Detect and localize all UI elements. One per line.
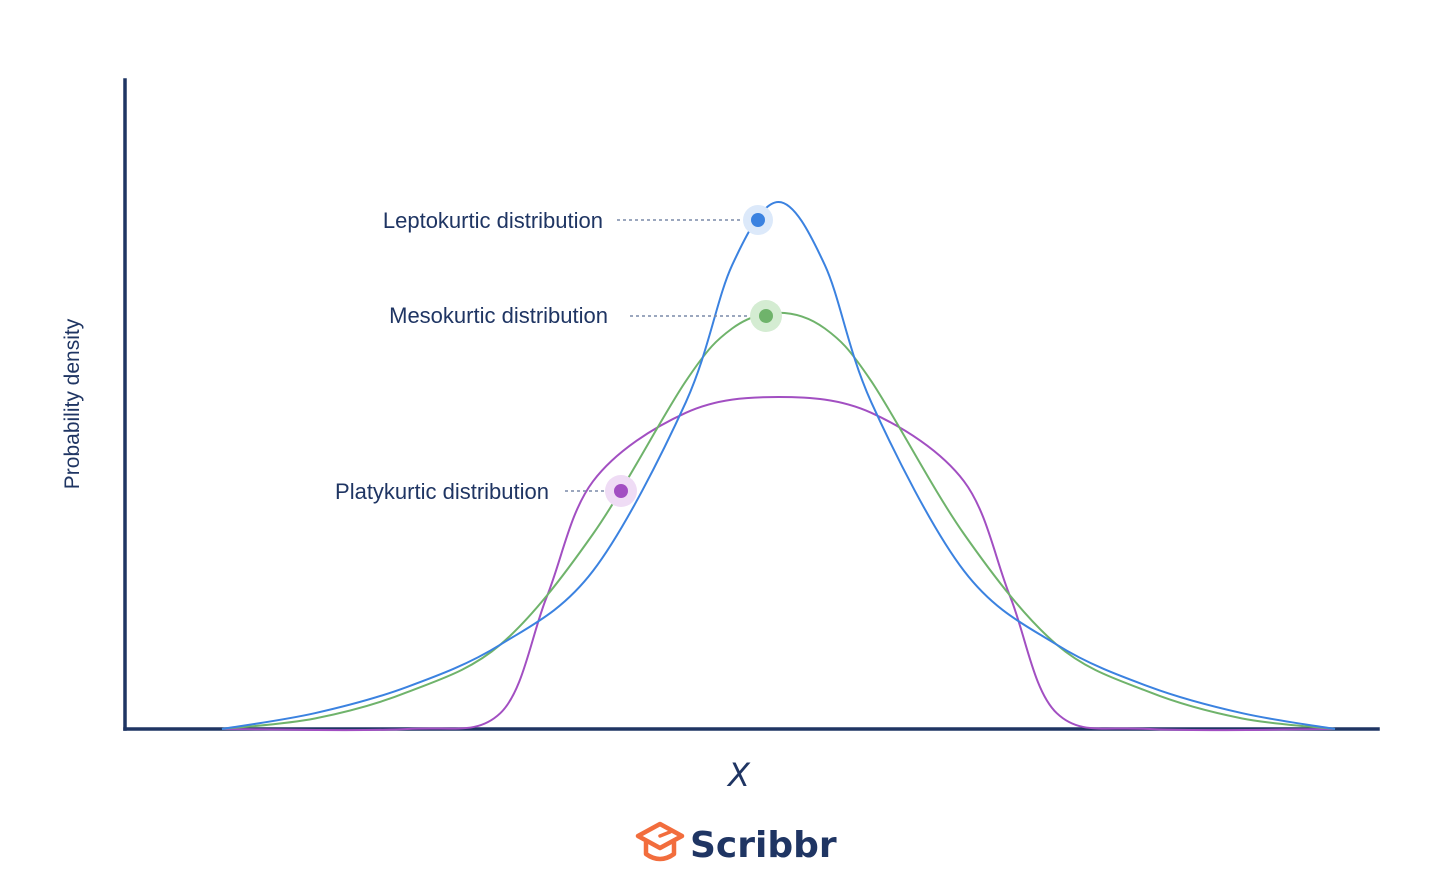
series-curve-leptokurtic xyxy=(221,200,1336,730)
scribbr-logo: Scribbr xyxy=(635,821,837,866)
point-marker-mesokurtic xyxy=(759,309,773,323)
annotation-leptokurtic: Leptokurtic distribution xyxy=(383,205,773,235)
label-platykurtic: Platykurtic distribution xyxy=(335,479,549,504)
x-axis-label: X xyxy=(726,756,751,794)
annotation-platykurtic: Platykurtic distribution xyxy=(335,475,637,507)
logo-text: Scribbr xyxy=(690,825,837,866)
point-marker-platykurtic xyxy=(614,484,628,498)
series-curve-platykurtic xyxy=(221,395,1336,732)
graduation-cap-icon xyxy=(635,821,685,862)
series-curve-mesokurtic xyxy=(221,311,1336,730)
label-mesokurtic: Mesokurtic distribution xyxy=(389,303,608,328)
annotation-mesokurtic: Mesokurtic distribution xyxy=(389,300,782,332)
point-marker-leptokurtic xyxy=(751,213,765,227)
label-leptokurtic: Leptokurtic distribution xyxy=(383,208,603,233)
y-axis-label: Probability density xyxy=(61,318,84,489)
